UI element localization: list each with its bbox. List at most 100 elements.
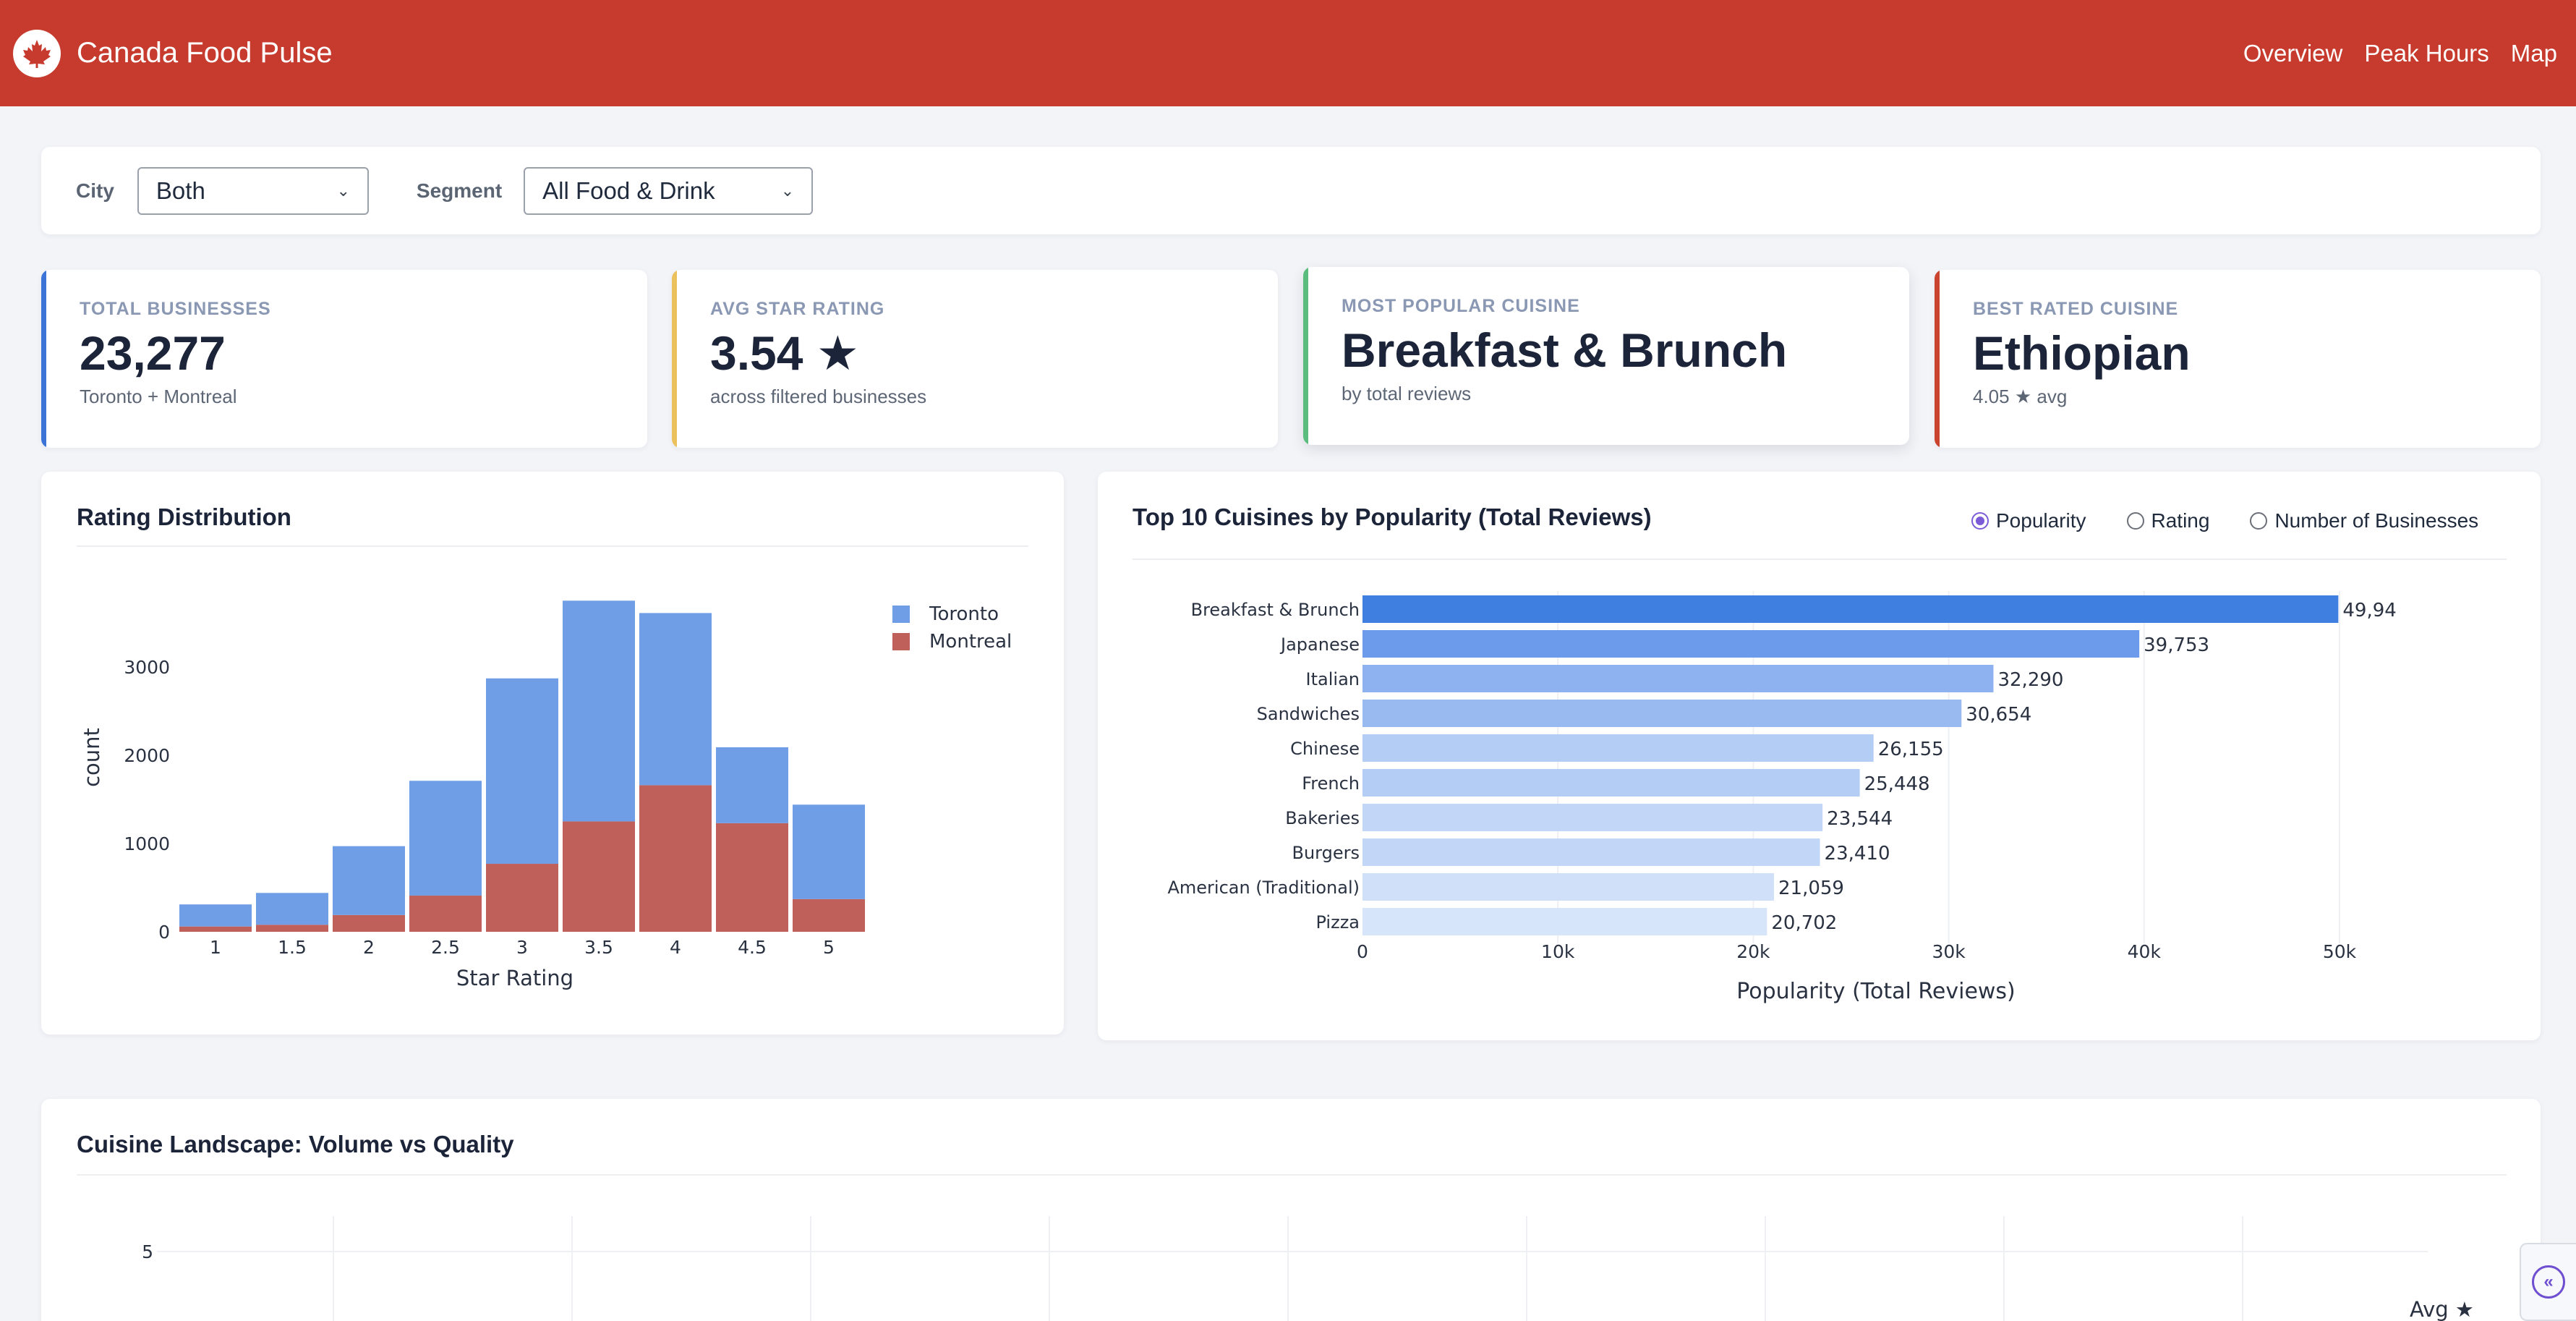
- x-tick-label: 40k: [2128, 941, 2162, 962]
- panel-title: Rating Distribution: [77, 504, 291, 530]
- radio-dot[interactable]: [1971, 512, 1989, 530]
- x-tick-label: 0: [1357, 941, 1368, 962]
- kpi-total-businesses: TOTAL BUSINESSES 23,277 Toronto + Montre…: [41, 270, 647, 448]
- bar-toronto: [179, 904, 252, 927]
- bar-montreal: [639, 785, 712, 932]
- cuisine-bar: [1362, 700, 1962, 727]
- sidebar-toggle[interactable]: «: [2520, 1243, 2576, 1321]
- bar-toronto: [256, 893, 328, 925]
- divider: [77, 545, 1028, 547]
- rating-distribution-panel: Rating Distribution 0 1000 2000 3000 count 1 1…: [41, 472, 1064, 1035]
- panel-title: Cuisine Landscape: Volume vs Quality: [77, 1131, 514, 1158]
- filter-bar: City Both ⌄ Segment All Food & Drink ⌄: [41, 147, 2541, 234]
- radio-number-of-businesses[interactable]: Number of Businesses: [2250, 509, 2478, 532]
- kpi-label: BEST RATED CUISINE: [1973, 299, 2179, 319]
- data-label: 39,753: [2144, 634, 2209, 656]
- nav-map[interactable]: Map: [2510, 39, 2557, 67]
- bar-toronto: [793, 804, 865, 899]
- city-select[interactable]: Both ⌄: [137, 166, 369, 215]
- kpi-sub: by total reviews: [1342, 383, 1472, 405]
- chevron-down-icon: ⌄: [336, 181, 350, 200]
- nav-peak-hours[interactable]: Peak Hours: [2364, 39, 2489, 67]
- y-tick-label: 5: [142, 1241, 153, 1262]
- kpi-label: MOST POPULAR CUISINE: [1342, 296, 1580, 316]
- radio-label: Number of Businesses: [2274, 509, 2479, 532]
- x-axis-label: Star Rating: [456, 966, 573, 990]
- cuisine-bar: [1362, 734, 1874, 762]
- bar-toronto: [333, 846, 405, 915]
- radio-popularity[interactable]: Popularity: [1971, 509, 2086, 532]
- city-label: City: [76, 179, 114, 202]
- double-chevron-left-icon[interactable]: «: [2532, 1265, 2565, 1299]
- cuisine-bar: [1362, 838, 1820, 866]
- city-select-value: Both: [155, 177, 205, 204]
- x-tick-label: 4: [670, 937, 681, 958]
- bar-montreal: [563, 821, 635, 932]
- x-tick-label: 4.5: [738, 937, 767, 958]
- kpi-value: Ethiopian: [1973, 326, 2191, 380]
- category-label: French: [1302, 773, 1360, 794]
- data-label: 23,544: [1827, 808, 1893, 830]
- x-tick-label: 20k: [1736, 941, 1770, 962]
- brand[interactable]: Canada Food Pulse: [13, 29, 333, 77]
- segment-select[interactable]: All Food & Drink ⌄: [524, 166, 814, 215]
- cuisine-bar: [1362, 908, 1767, 935]
- segment-label: Segment: [416, 179, 503, 202]
- divider: [77, 1174, 2507, 1176]
- bar-toronto: [409, 781, 482, 896]
- bar-montreal: [409, 895, 482, 932]
- divider: [1133, 558, 2507, 560]
- kpi-most-popular-cuisine: MOST POPULAR CUISINE Breakfast & Brunch …: [1303, 267, 1909, 445]
- x-tick-label: 30k: [1932, 941, 1966, 962]
- bar-montreal: [716, 823, 788, 932]
- top-cuisines-panel: Top 10 Cuisines by Popularity (Total Rev…: [1098, 472, 2541, 1040]
- legend-swatch: [892, 633, 910, 650]
- radio-dot[interactable]: [2126, 512, 2144, 530]
- category-label: Sandwiches: [1257, 704, 1360, 724]
- kpi-value: 23,277: [80, 326, 226, 380]
- app-header: Canada Food Pulse Overview Peak Hours Ma…: [0, 0, 2576, 106]
- radio-rating[interactable]: Rating: [2126, 509, 2210, 532]
- data-label: 25,448: [1864, 773, 1930, 795]
- cuisine-landscape-chart: 5 Avg ★: [142, 1216, 2474, 1321]
- data-label: 20,702: [1771, 912, 1837, 934]
- y-tick-label: 0: [158, 922, 170, 943]
- bar-montreal: [256, 925, 328, 932]
- x-tick-label: 5: [823, 937, 835, 958]
- x-tick-label: 1.5: [278, 937, 307, 958]
- kpi-sub: Toronto + Montreal: [80, 386, 237, 408]
- data-label: 32,290: [1997, 669, 2063, 691]
- data-label: 21,059: [1778, 878, 1844, 899]
- y-tick-label: 2000: [124, 745, 170, 766]
- category-label: Pizza: [1315, 912, 1360, 933]
- legend-label: Avg ★: [2410, 1297, 2474, 1321]
- metric-radio-group: Popularity Rating Number of Businesses: [1971, 509, 2478, 532]
- x-axis-label: Popularity (Total Reviews): [1736, 979, 2016, 1004]
- panel-title: Top 10 Cuisines by Popularity (Total Rev…: [1133, 504, 1652, 530]
- radio-label: Rating: [2151, 509, 2210, 532]
- bar-toronto: [563, 600, 635, 822]
- kpi-sub: 4.05 ★ avg: [1973, 386, 2068, 408]
- bar-toronto: [486, 678, 558, 865]
- kpi-avg-star-rating: AVG STAR RATING 3.54 ★ across filtered b…: [672, 270, 1278, 448]
- nav-overview[interactable]: Overview: [2243, 39, 2343, 67]
- app-title: Canada Food Pulse: [77, 37, 333, 69]
- x-tick-label: 10k: [1541, 941, 1575, 962]
- kpi-label: AVG STAR RATING: [710, 299, 885, 319]
- cuisine-bar: [1362, 873, 1775, 901]
- legend-label: Montreal: [929, 631, 1012, 653]
- cuisine-bar: [1362, 665, 1994, 692]
- bar-montreal: [179, 926, 252, 932]
- category-label: American (Traditional): [1167, 878, 1360, 898]
- data-label: 30,654: [1966, 704, 2031, 726]
- x-tick-label: 50k: [2323, 941, 2357, 962]
- kpi-sub: across filtered businesses: [710, 386, 927, 408]
- bar-toronto: [716, 747, 788, 823]
- data-label: 26,155: [1878, 739, 1944, 760]
- radio-dot[interactable]: [2250, 512, 2268, 530]
- top-nav: Overview Peak Hours Map: [2243, 40, 2557, 67]
- data-label: 23,410: [1825, 843, 1890, 865]
- bar-montreal: [486, 864, 558, 932]
- cuisine-bar: [1362, 804, 1823, 831]
- cuisine-bar: [1362, 630, 2140, 658]
